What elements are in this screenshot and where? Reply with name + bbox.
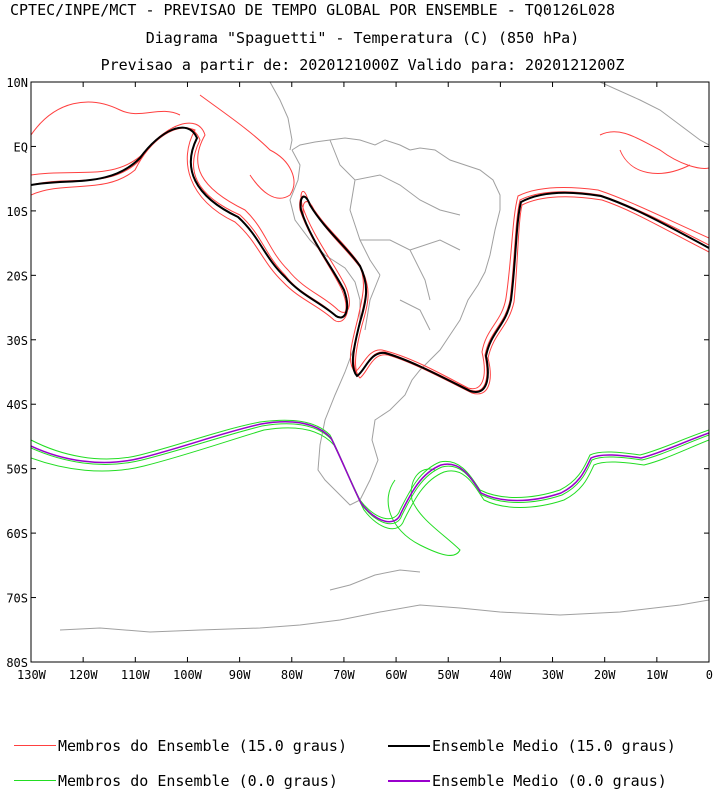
legend-mean-0: Ensemble Medio (0.0 graus) xyxy=(388,772,667,790)
lon-label: 130W xyxy=(17,668,47,682)
lon-label: 0 xyxy=(706,668,713,682)
title-line-3: Previsao a partir de: 2020121000Z Valido… xyxy=(100,56,625,74)
latitude-axis: 10N EQ 10S 20S 30S 40S 50S 60S 70S 80S xyxy=(6,76,709,670)
legend-members-0: Membros do Ensemble (0.0 graus) xyxy=(14,772,338,790)
legend-swatch-members-15 xyxy=(14,745,56,746)
antarctica-coast xyxy=(59,569,709,633)
lon-label: 110W xyxy=(121,668,151,682)
lat-label: EQ xyxy=(14,140,28,154)
lat-label: 70S xyxy=(6,592,28,606)
lat-label: 10S xyxy=(6,205,28,219)
member-0-line xyxy=(31,427,709,530)
lon-label: 60W xyxy=(385,668,407,682)
member-15-line xyxy=(31,122,709,390)
lat-label: 50S xyxy=(6,463,28,477)
central-america-coast xyxy=(269,82,293,151)
lat-label: 30S xyxy=(6,334,28,348)
legend-mean-15: Ensemble Medio (15.0 graus) xyxy=(388,737,676,755)
legend-swatch-mean-15 xyxy=(388,745,430,747)
legend-label-members-15: Membros do Ensemble (15.0 graus) xyxy=(58,737,347,755)
members-15-contours xyxy=(31,94,709,395)
south-america-coast xyxy=(289,147,501,506)
lon-label: 20W xyxy=(594,668,616,682)
lat-label: 40S xyxy=(6,398,28,412)
longitude-axis: 130W 120W 110W 100W 90W 80W 70W 60W 50W 40W 30W 20W… xyxy=(17,82,713,682)
lat-label: 80S xyxy=(6,656,28,670)
member-15-line xyxy=(31,94,709,199)
legend-swatch-members-0 xyxy=(14,780,56,781)
title-line-1: CPTEC/INPE/MCT - PREVISAO DE TEMPO GLOBA… xyxy=(10,1,616,19)
lon-label: 120W xyxy=(69,668,99,682)
legend-members-15: Membros do Ensemble (15.0 graus) xyxy=(14,737,347,755)
lon-label: 10W xyxy=(646,668,668,682)
member-0-line xyxy=(31,423,709,525)
mean-15-contour xyxy=(31,126,709,393)
member-0-line xyxy=(31,419,709,520)
map-frame xyxy=(30,81,710,663)
title-line-2: Diagrama "Spaguetti" - Temperatura (C) (… xyxy=(145,29,580,47)
lon-label: 40W xyxy=(490,668,512,682)
lon-label: 100W xyxy=(173,668,203,682)
country-borders xyxy=(329,139,461,331)
legend-swatch-mean-0 xyxy=(388,780,430,782)
lon-label: 30W xyxy=(542,668,564,682)
lon-label: 80W xyxy=(281,668,303,682)
lat-label: 60S xyxy=(6,527,28,541)
lat-label: 20S xyxy=(6,269,28,283)
caribbean-coast xyxy=(291,137,411,151)
legend-label-members-0: Membros do Ensemble (0.0 graus) xyxy=(58,772,338,790)
legend-label-mean-0: Ensemble Medio (0.0 graus) xyxy=(432,772,667,790)
lon-label: 50W xyxy=(437,668,459,682)
legend-label-mean-15: Ensemble Medio (15.0 graus) xyxy=(432,737,676,755)
coastlines xyxy=(59,82,709,633)
members-0-contours xyxy=(31,419,709,556)
africa-coast xyxy=(599,82,709,146)
mean-0-contour xyxy=(31,421,709,523)
lon-label: 70W xyxy=(333,668,355,682)
lon-label: 90W xyxy=(229,668,251,682)
lat-label: 10N xyxy=(6,76,28,90)
member-0-line xyxy=(387,468,461,556)
